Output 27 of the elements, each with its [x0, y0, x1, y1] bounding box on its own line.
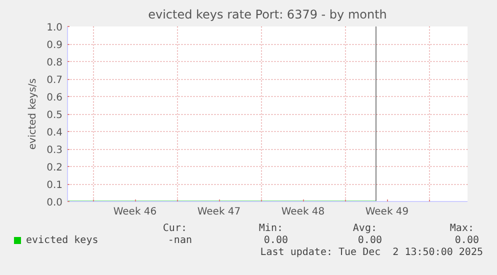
text: 0.00 — [454, 234, 479, 248]
y-tick-label: 0.4 — [46, 128, 63, 138]
text: -nan — [168, 234, 192, 248]
y-tick-label: 0.2 — [46, 162, 63, 174]
y-tick-label: 0.6 — [46, 92, 63, 104]
x-tick-label: Week 47 — [197, 206, 241, 218]
y-tick-label: 0.7 — [46, 75, 63, 86]
x-tick-label: Week 46 — [113, 206, 157, 218]
legend-label: evicted keys — [26, 234, 98, 248]
y-axis-title: evicted keys/s — [28, 78, 39, 150]
x-tick-label: Week 48 — [281, 206, 325, 218]
x-tick-label: Week 49 — [365, 206, 409, 218]
y-tick-label: 0.0 — [46, 198, 63, 208]
text: Cur: — [162, 222, 187, 236]
y-tick-label: 0.8 — [46, 58, 63, 68]
text: Max: — [450, 222, 474, 236]
y-tick-label: 0.5 — [46, 110, 63, 121]
y-tick-label: 0.1 — [46, 180, 63, 191]
text: Last update: Tue Dec 2 13:50:00 2025 — [260, 246, 483, 260]
text: Avg: — [352, 222, 377, 236]
text: Min: — [258, 222, 283, 236]
y-tick-label: 0.3 — [46, 145, 63, 156]
text: 0.00 — [264, 234, 288, 248]
y-tick-label: 0.9 — [46, 40, 63, 51]
text: 0.00 — [358, 234, 382, 248]
chart-title: evicted keys rate Port: 6379 - by month — [148, 8, 387, 22]
y-tick-label: 1.0 — [46, 22, 63, 34]
